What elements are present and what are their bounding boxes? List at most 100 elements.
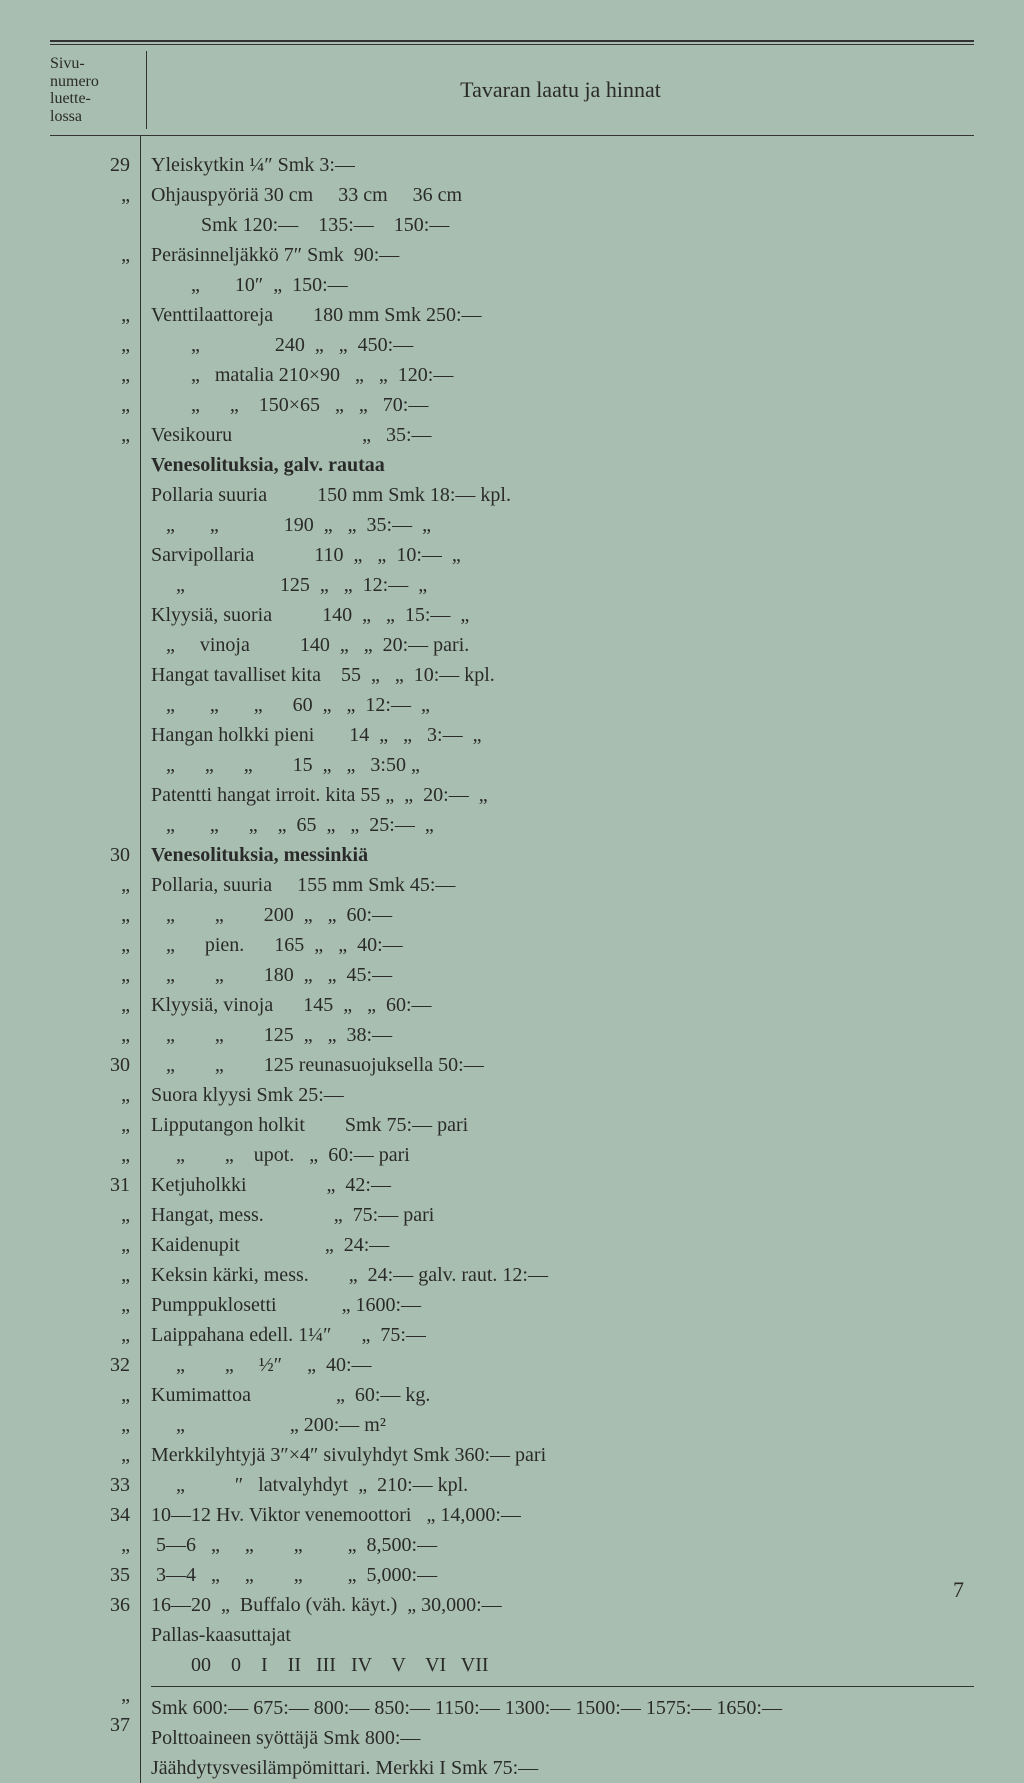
row-index: 32 xyxy=(50,1350,130,1380)
body-line: Hangat, mess. „ 75:— pari xyxy=(151,1200,974,1230)
body-line: Pollaria, suuria 155 mm Smk 45:— xyxy=(151,870,974,900)
row-index: „ xyxy=(50,240,130,270)
body-line: „ „ upot. „ 60:— pari xyxy=(151,1140,974,1170)
row-index: „ xyxy=(50,960,130,990)
row-index: „ xyxy=(50,1290,130,1320)
row-index xyxy=(50,1620,130,1650)
body-line: Ohjauspyöriä 30 cm 33 cm 36 cm xyxy=(151,180,974,210)
body-line: „ „ „ „ 65 „ „ 25:— „ xyxy=(151,810,974,840)
body-line: Hangan holkki pieni 14 „ „ 3:— „ xyxy=(151,720,974,750)
body-line: „ 125 „ „ 12:— „ xyxy=(151,570,974,600)
divider xyxy=(151,1686,974,1687)
body-line: „ „ 190 „ „ 35:— „ xyxy=(151,510,974,540)
row-index: „ xyxy=(50,180,130,210)
body-line: „ „ ½″ „ 40:— xyxy=(151,1350,974,1380)
row-index: 31 xyxy=(50,1170,130,1200)
body-line: 10—12 Hv. Viktor venemoottori „ 14,000:— xyxy=(151,1500,974,1530)
content-area: 29„ „ „„„„„ 30„„„„„„30„„„31„„„„„32„„„333… xyxy=(50,136,974,1783)
body-line: Klyysiä, suoria 140 „ „ 15:— „ xyxy=(151,600,974,630)
body-line: 5—6 „ „ „ „ 8,500:— xyxy=(151,1530,974,1560)
row-index: „ xyxy=(50,870,130,900)
row-index: „ xyxy=(50,1320,130,1350)
row-index: „ xyxy=(50,390,130,420)
body-line: 16—20 „ Buffalo (väh. käyt.) „ 30,000:— xyxy=(151,1590,974,1620)
row-index xyxy=(50,540,130,570)
body-line: Kumimattoa „ 60:— kg. xyxy=(151,1380,974,1410)
top-rule-outer xyxy=(50,40,974,42)
row-index: „ xyxy=(50,1230,130,1260)
body-line: „ 10″ „ 150:— xyxy=(151,270,974,300)
row-index xyxy=(50,270,130,300)
body-line: „ matalia 210×90 „ „ 120:— xyxy=(151,360,974,390)
body-line: „ „ 180 „ „ 45:— xyxy=(151,960,974,990)
body-line: Jäähdytysvesilämpömittari. Merkki I Smk … xyxy=(151,1753,974,1783)
body-line: Ketjuholkki „ 42:— xyxy=(151,1170,974,1200)
row-index: „ xyxy=(50,1260,130,1290)
row-index xyxy=(50,720,130,750)
row-index: 29 xyxy=(50,150,130,180)
body-line: Pumppuklosetti „ 1600:— xyxy=(151,1290,974,1320)
row-index: „ xyxy=(50,1200,130,1230)
header-sivu: Sivu- numero luette- lossa xyxy=(50,51,147,129)
body-line: „ „ 125 „ „ 38:— xyxy=(151,1020,974,1050)
row-index xyxy=(50,690,130,720)
row-index xyxy=(50,660,130,690)
row-index: „ xyxy=(50,1140,130,1170)
table-header: Sivu- numero luette- lossa Tavaran laatu… xyxy=(50,45,974,136)
body-line: „ „ „ 15 „ „ 3:50 „ xyxy=(151,750,974,780)
row-index xyxy=(50,570,130,600)
body-line: 3—4 „ „ „ „ 5,000:— xyxy=(151,1560,974,1590)
row-index xyxy=(50,480,130,510)
row-index: „ xyxy=(50,360,130,390)
row-index xyxy=(50,780,130,810)
body-line: 00 0 I II III IV V VI VII xyxy=(151,1650,974,1680)
row-index: „ xyxy=(50,1020,130,1050)
body-line: Merkkilyhtyjä 3″×4″ sivulyhdyt Smk 360:—… xyxy=(151,1440,974,1470)
row-index: 30 xyxy=(50,1050,130,1080)
row-index xyxy=(50,450,130,480)
page: Sivu- numero luette- lossa Tavaran laatu… xyxy=(0,0,1024,1633)
body-line: Suora klyysi Smk 25:— xyxy=(151,1080,974,1110)
body-line: Lipputangon holkit Smk 75:— pari xyxy=(151,1110,974,1140)
row-index: „ xyxy=(50,330,130,360)
body-line: Vesikouru „ 35:— xyxy=(151,420,974,450)
text-column: Yleiskytkin ¼″ Smk 3:—Ohjauspyöriä 30 cm… xyxy=(140,136,974,1783)
row-index xyxy=(50,630,130,660)
body-line: Kaidenupit „ 24:— xyxy=(151,1230,974,1260)
body-line: „ „ 150×65 „ „ 70:— xyxy=(151,390,974,420)
body-line: „ „ 125 reunasuojuksella 50:— xyxy=(151,1050,974,1080)
page-number-column: 29„ „ „„„„„ 30„„„„„„30„„„31„„„„„32„„„333… xyxy=(50,136,140,1783)
row-index: „ xyxy=(50,1440,130,1470)
body-line: Venesolituksia, messinkiä xyxy=(151,840,974,870)
body-line: Sarvipollaria 110 „ „ 10:— „ xyxy=(151,540,974,570)
body-line: Keksin kärki, mess. „ 24:— galv. raut. 1… xyxy=(151,1260,974,1290)
row-index xyxy=(50,600,130,630)
row-index xyxy=(50,1650,130,1680)
row-index: „ xyxy=(50,900,130,930)
body-line: Patentti hangat irroit. kita 55 „ „ 20:—… xyxy=(151,780,974,810)
body-line: Peräsinneljäkkö 7″ Smk 90:— xyxy=(151,240,974,270)
body-line: Klyysiä, vinoja 145 „ „ 60:— xyxy=(151,990,974,1020)
row-index: „ xyxy=(50,1380,130,1410)
row-index: „ xyxy=(50,1080,130,1110)
body-line: „ „ „ 60 „ „ 12:— „ xyxy=(151,690,974,720)
row-index: „ xyxy=(50,420,130,450)
body-line: „ pien. 165 „ „ 40:— xyxy=(151,930,974,960)
body-line: „ vinoja 140 „ „ 20:— pari. xyxy=(151,630,974,660)
row-index: „ xyxy=(50,1530,130,1560)
body-line: Hangat tavalliset kita 55 „ „ 10:— kpl. xyxy=(151,660,974,690)
body-line: Laippahana edell. 1¼″ „ 75:— xyxy=(151,1320,974,1350)
row-index xyxy=(50,810,130,840)
row-index: „ xyxy=(50,990,130,1020)
row-index: „ xyxy=(50,930,130,960)
row-index: 35 xyxy=(50,1560,130,1590)
body-line: Polttoaineen syöttäjä Smk 800:— xyxy=(151,1723,974,1753)
row-index: 34 xyxy=(50,1500,130,1530)
body-line: „ ″ latvalyhdyt „ 210:— kpl. xyxy=(151,1470,974,1500)
row-index: „ xyxy=(50,1410,130,1440)
row-index: „ xyxy=(50,1110,130,1140)
body-line: Venesolituksia, galv. rautaa xyxy=(151,450,974,480)
body-line: „ „ 200 „ „ 60:— xyxy=(151,900,974,930)
row-index: 30 xyxy=(50,840,130,870)
body-line: Pollaria suuria 150 mm Smk 18:— kpl. xyxy=(151,480,974,510)
